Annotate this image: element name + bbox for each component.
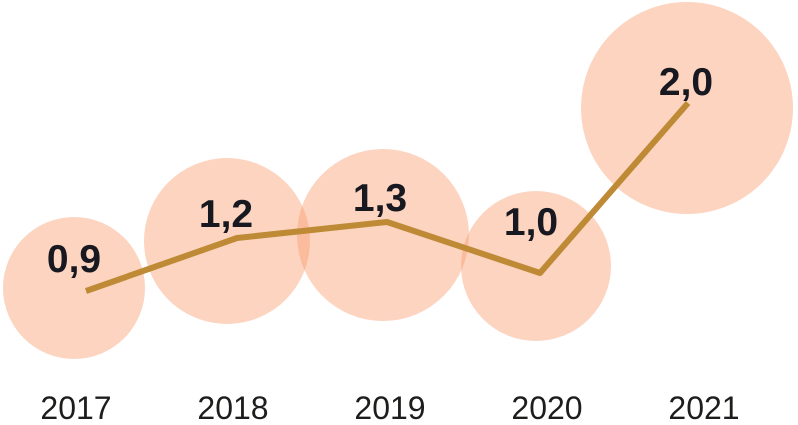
bubble-2017 bbox=[3, 217, 145, 359]
value-label-2018: 1,2 bbox=[199, 193, 253, 236]
value-label-2021: 2,0 bbox=[659, 61, 713, 104]
category-label-2021: 2021 bbox=[668, 390, 739, 425]
bubble-2020 bbox=[461, 191, 611, 341]
trend-line bbox=[85, 101, 691, 294]
value-label-2020: 1,0 bbox=[504, 201, 558, 244]
value-label-2019: 1,3 bbox=[353, 177, 407, 220]
category-label-2017: 2017 bbox=[40, 390, 111, 425]
category-label-2019: 2019 bbox=[354, 390, 425, 425]
category-label-2018: 2018 bbox=[197, 390, 268, 425]
category-label-2020: 2020 bbox=[511, 390, 582, 425]
value-label-2017: 0,9 bbox=[47, 238, 101, 281]
bubble-2019 bbox=[297, 149, 469, 321]
